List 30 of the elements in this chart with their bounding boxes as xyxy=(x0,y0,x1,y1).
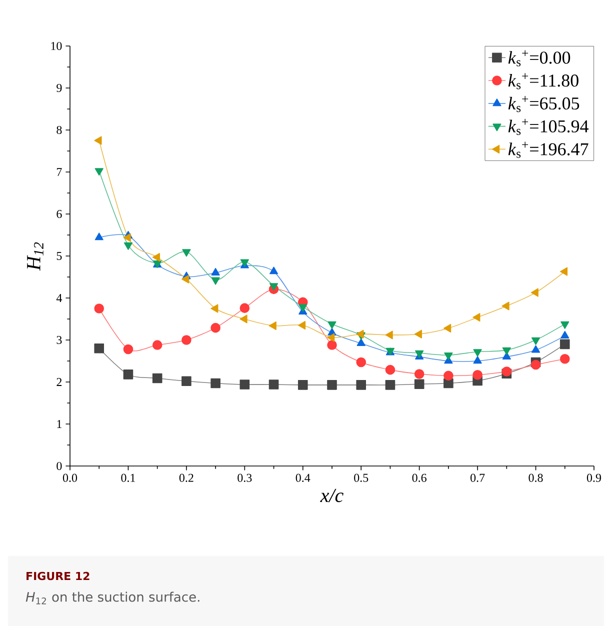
x-tick-label: 0.6 xyxy=(412,474,426,482)
legend-label: k$_{s}$$^{+}$=0.00 xyxy=(508,50,570,66)
y-tick-label: 2 xyxy=(56,378,62,386)
legend-label: k$_{s}$$^{+}$=196.47 xyxy=(508,142,588,158)
y-tick-label: 0 xyxy=(56,462,62,470)
x-tick-label: 0.5 xyxy=(354,474,368,482)
y-tick-label: 6 xyxy=(56,210,62,218)
y-tick-label: 7 xyxy=(56,168,62,176)
legend-label: k$_{s}$$^{+}$=65.05 xyxy=(508,96,580,112)
y-tick-label: 4 xyxy=(56,294,62,302)
y-axis-title: H$_{12}$ xyxy=(27,242,44,271)
text: H$_{12}$ on the suction surface. xyxy=(26,592,200,604)
x-axis-title: x/c xyxy=(320,488,344,502)
y-tick-label: 1 xyxy=(57,420,62,428)
y-tick-label: 5 xyxy=(56,252,62,260)
x-tick-label: 0.8 xyxy=(528,474,543,482)
y-tick-label: 9 xyxy=(56,84,62,92)
y-tick-label: 3 xyxy=(56,336,62,344)
x-tick-label: 0.7 xyxy=(470,474,485,482)
caption: FIGURE 12 xyxy=(26,572,90,580)
x-tick-label: 0.0 xyxy=(62,474,78,482)
x-tick-label: 0.1 xyxy=(121,474,136,482)
x-tick-label: 0.9 xyxy=(586,474,601,482)
legend-label: k$_{s}$$^{+}$=105.94 xyxy=(508,118,589,135)
x-tick-label: 0.4 xyxy=(296,474,310,482)
x-tick-label: 0.2 xyxy=(179,474,194,482)
x-tick-label: 0.3 xyxy=(238,474,252,482)
y-tick-label: 8 xyxy=(56,126,62,134)
y-tick-label: 10 xyxy=(51,42,62,50)
legend-label: k$_{s}$$^{+}$=11.80 xyxy=(508,73,578,90)
